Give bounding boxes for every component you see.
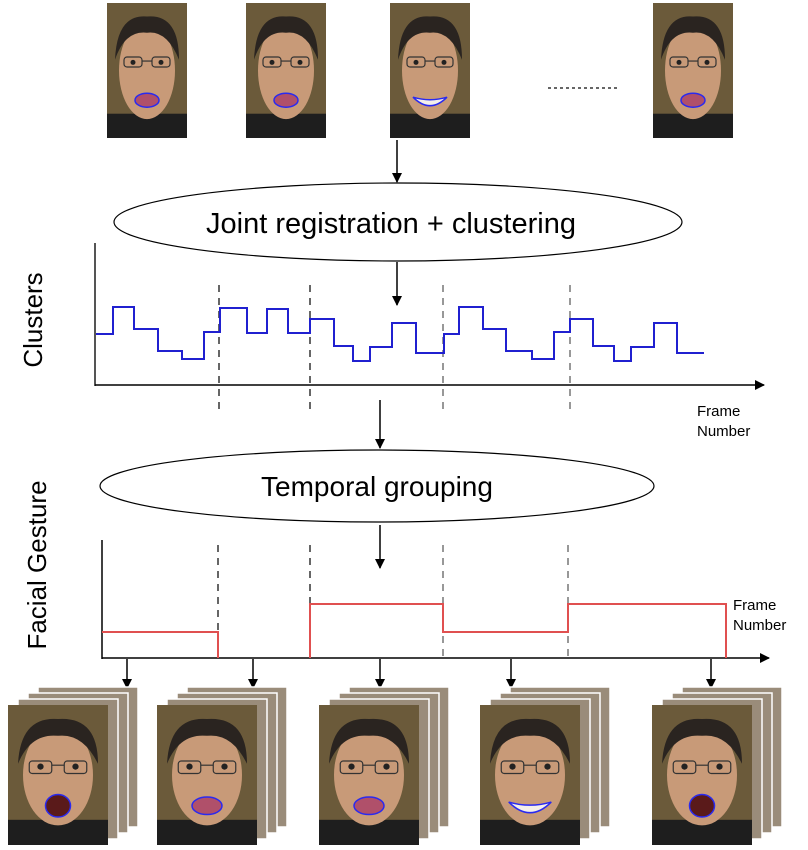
face-frame [8,705,108,845]
gesture-group-stack [8,686,139,845]
face-frame [390,3,470,138]
gesture-segment [102,631,219,658]
x-axis-label: Number [733,617,786,634]
output-arrows [122,659,716,689]
face-frame [652,705,752,845]
gesture-group-stack [480,686,611,845]
face-frame [157,705,257,845]
x-axis-label: Frame [697,403,740,420]
x-axis-label: Number [697,423,750,440]
registration-label: Joint registration + clustering [206,208,576,240]
gesture-group-stack [652,686,783,845]
x-axis-label: Frame [733,597,776,614]
output-gesture-groups [8,686,783,845]
grouping-label: Temporal grouping [261,471,493,502]
face-frame [480,705,580,845]
face-frame [653,3,733,138]
input-frames [107,3,733,138]
gesture-group-stack [157,686,288,845]
face-frame [246,3,326,138]
gesture-signal [102,603,727,658]
face-frame [107,3,187,138]
segment-boundaries [217,545,569,658]
grouping-ellipse [99,449,655,523]
gesture-group-stack [319,686,450,845]
gesture-plot: Facial Gesture Frame Number [22,480,786,663]
registration-ellipse [113,182,683,262]
clusters-plot: Clusters Frame Number [18,243,765,440]
gesture-segment [309,603,727,658]
cluster-signal [96,306,704,362]
clusters-axis-label: Clusters [18,272,48,367]
face-frame [319,705,419,845]
segment-boundaries [218,285,571,412]
gesture-axis-label: Facial Gesture [22,480,52,649]
